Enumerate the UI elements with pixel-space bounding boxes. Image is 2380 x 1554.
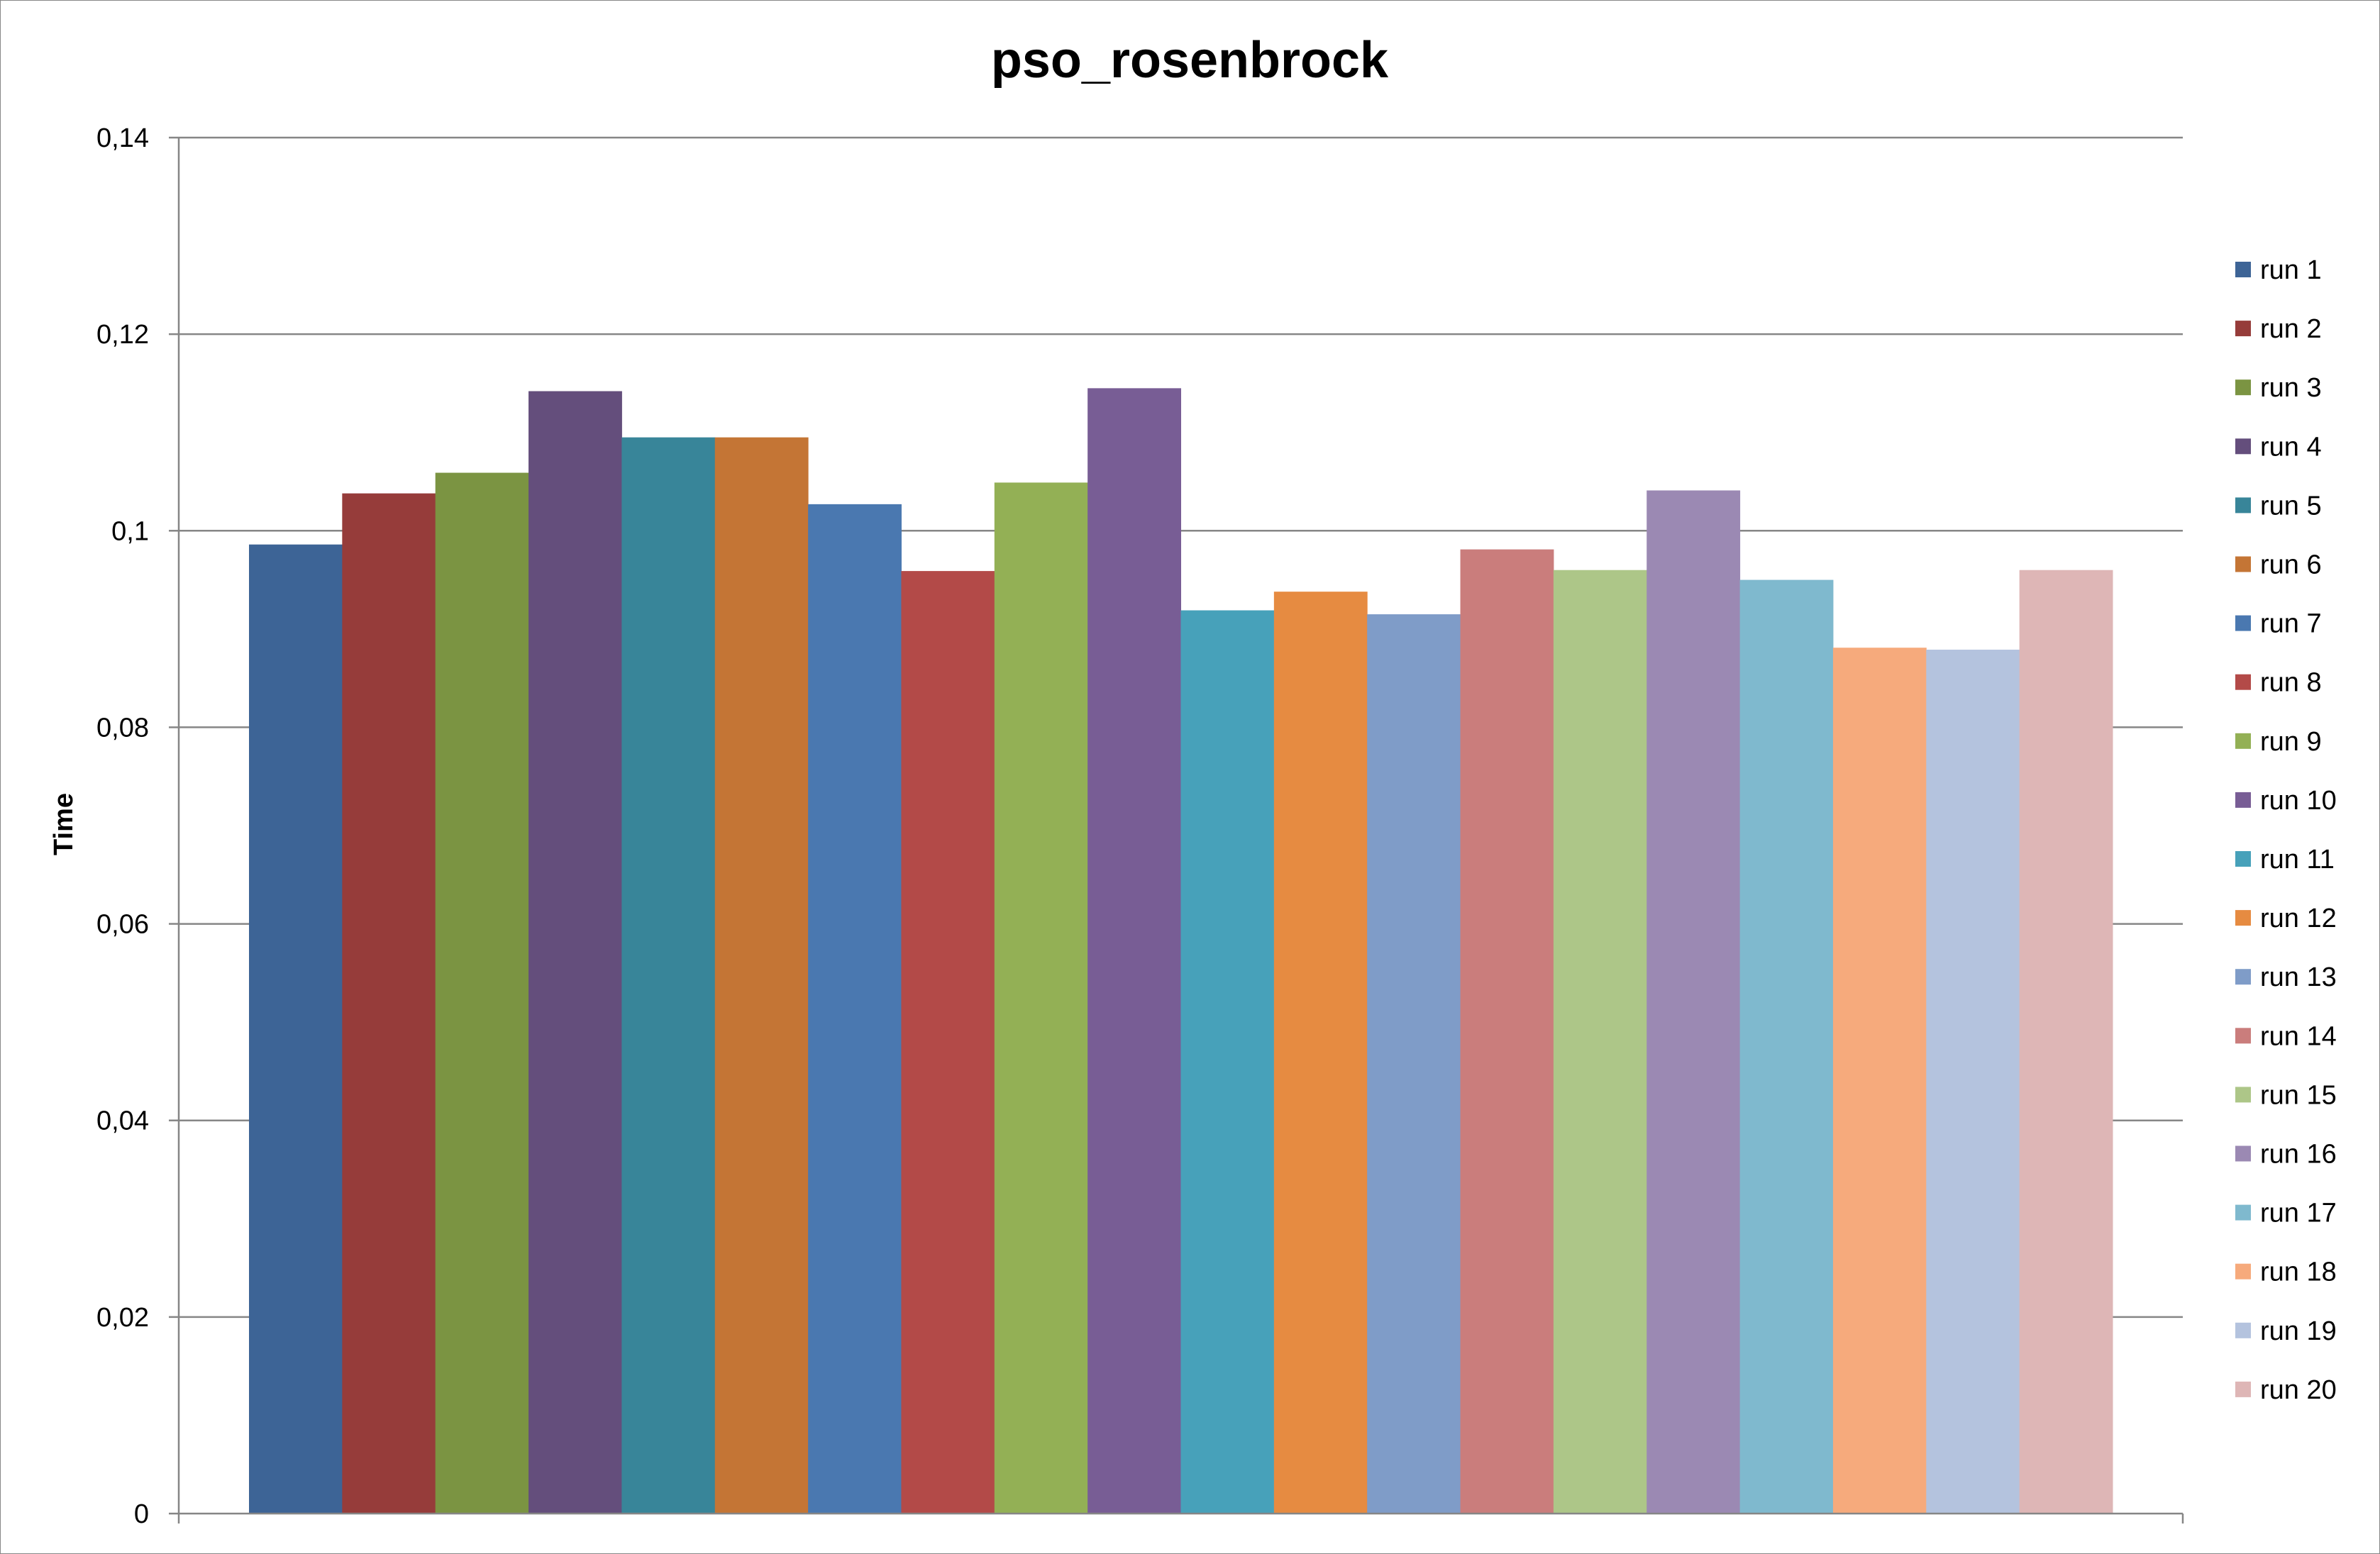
y-tick-label-3: 0,06 [96,910,149,940]
legend-label-run-19: run 19 [2260,1316,2337,1346]
legend-swatch-run-7 [2235,615,2251,631]
legend-swatch-run-12 [2235,910,2251,926]
bar-run-5 [621,437,716,1514]
bar-run-3 [435,472,529,1514]
bar-run-8 [901,571,995,1514]
bar-run-7 [808,504,902,1514]
y-tick-label-1: 0,02 [96,1303,149,1333]
bar-run-16 [1646,490,1741,1514]
y-tick-label-2: 0,04 [96,1106,149,1136]
legend-label-run-16: run 16 [2260,1140,2337,1170]
bar-run-6 [714,437,809,1514]
bar-run-9 [994,482,1088,1514]
legend-swatch-run-1 [2235,262,2251,277]
legend-swatch-run-3 [2235,379,2251,396]
bar-run-17 [1739,579,1834,1514]
legend-swatch-run-13 [2235,969,2251,985]
legend-label-run-7: run 7 [2260,609,2322,639]
legend-label-run-8: run 8 [2260,668,2322,698]
bar-run-4 [528,391,622,1514]
bar-run-12 [1273,592,1368,1514]
y-axis-title: Time [49,793,79,855]
legend-swatch-run-14 [2235,1028,2251,1044]
legend-swatch-run-6 [2235,556,2251,572]
legend-label-run-18: run 18 [2260,1258,2337,1287]
legend-label-run-6: run 6 [2260,550,2322,580]
legend-swatch-run-9 [2235,733,2251,749]
legend-swatch-run-19 [2235,1322,2251,1338]
bar-run-11 [1180,610,1275,1514]
legend-label-run-2: run 2 [2260,314,2322,344]
legend-label-run-13: run 13 [2260,962,2337,992]
y-tick-label-6: 0,12 [96,320,149,350]
y-tick-label-5: 0,1 [111,516,149,546]
y-tick-label-4: 0,08 [96,713,149,743]
legend-label-run-4: run 4 [2260,432,2322,462]
legend-label-run-3: run 3 [2260,373,2322,403]
legend-label-run-5: run 5 [2260,491,2322,521]
bar-run-18 [1832,648,1927,1514]
legend-label-run-15: run 15 [2260,1080,2337,1110]
chart-title: pso_rosenbrock [991,32,1389,89]
y-tick-label-0: 0 [134,1499,149,1529]
bar-run-14 [1460,549,1554,1514]
legend: run 1 run 2 run 3 run 4 run 5 run 6 run 7 run 8… [2235,255,2337,1405]
legend-label-run-12: run 12 [2260,904,2337,933]
legend-swatch-run-4 [2235,438,2251,455]
legend-swatch-run-18 [2235,1263,2251,1280]
bar-run-13 [1367,614,1461,1514]
legend-label-run-14: run 14 [2260,1021,2337,1051]
legend-swatch-run-17 [2235,1204,2251,1221]
legend-label-run-1: run 1 [2260,255,2322,285]
bar-run-2 [342,493,436,1514]
legend-swatch-run-10 [2235,792,2251,808]
legend-swatch-run-16 [2235,1145,2251,1162]
legend-label-run-17: run 17 [2260,1199,2337,1228]
axes [177,138,2184,1524]
legend-label-run-11: run 11 [2260,845,2335,875]
y-axis-ticks: 0 0,02 0,04 0,06 0,08 0,1 0,12 0,14 [96,123,179,1529]
bar-run-1 [249,544,343,1514]
bars [249,388,2113,1514]
bar-run-19 [1926,649,2020,1514]
legend-label-run-20: run 20 [2260,1375,2337,1405]
legend-swatch-run-2 [2235,321,2251,337]
legend-label-run-10: run 10 [2260,786,2337,816]
legend-label-run-9: run 9 [2260,727,2322,757]
legend-swatch-run-8 [2235,674,2251,690]
legend-swatch-run-20 [2235,1381,2251,1397]
legend-swatch-run-15 [2235,1087,2251,1103]
y-tick-label-7: 0,14 [96,123,149,153]
legend-swatch-run-5 [2235,497,2251,514]
legend-swatch-run-11 [2235,851,2251,867]
bar-run-15 [1553,570,1647,1514]
bar-run-20 [2019,570,2113,1514]
bar-run-10 [1087,388,1181,1514]
